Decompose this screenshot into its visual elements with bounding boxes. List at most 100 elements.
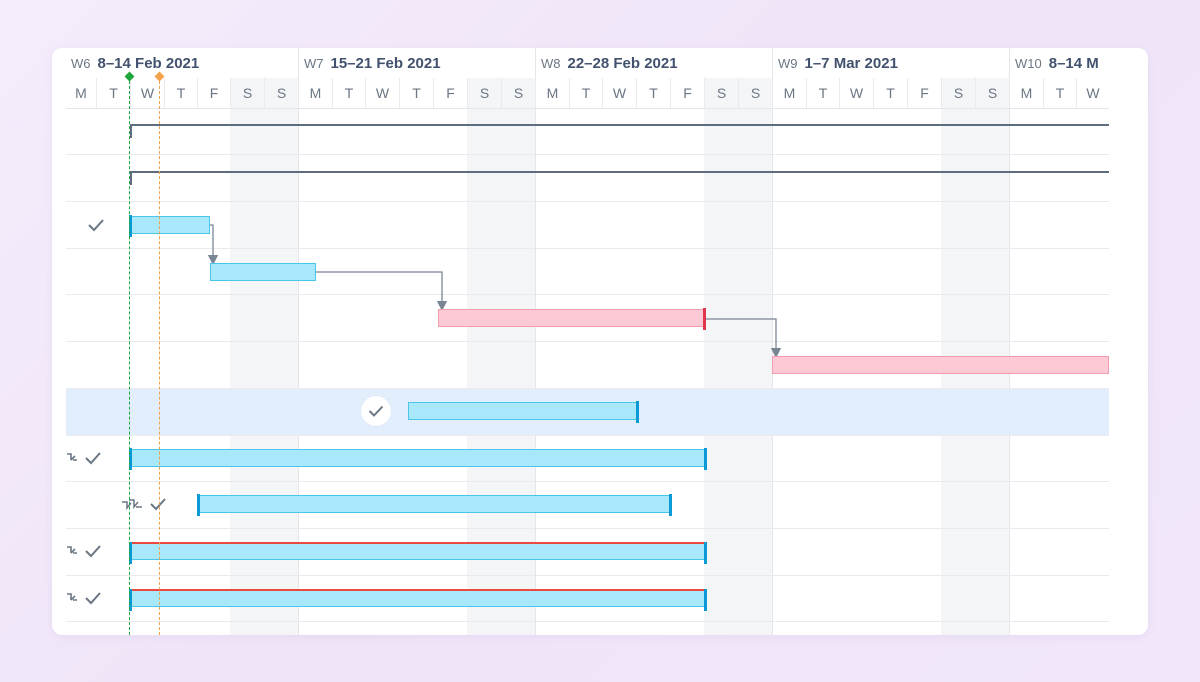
day-label: S — [230, 78, 264, 108]
day-label: S — [975, 78, 1009, 108]
day-label: W — [130, 78, 164, 108]
row-divider — [66, 435, 1109, 436]
day-label: S — [467, 78, 501, 108]
dependency-arrow — [207, 224, 219, 266]
bar-end-handle[interactable] — [704, 542, 707, 564]
week-header: W6 8–14 Feb 2021 W7 15–21 Feb 2021 W8 22… — [66, 48, 1109, 78]
day-label: F — [907, 78, 941, 108]
row-icons — [66, 447, 102, 469]
day-label: T — [164, 78, 197, 108]
day-label: M — [75, 85, 87, 101]
row-divider — [66, 201, 1109, 202]
task-bar-critical[interactable] — [129, 542, 707, 564]
week-number: W7 — [304, 55, 324, 71]
task-bar-late[interactable] — [438, 308, 706, 330]
day-label: T — [399, 78, 433, 108]
task-bar[interactable] — [408, 401, 639, 423]
day-label: W — [839, 78, 873, 108]
row-divider — [66, 481, 1109, 482]
week-separator — [535, 78, 536, 635]
row-divider — [66, 528, 1109, 529]
check-icon[interactable] — [84, 591, 102, 605]
summary-bar[interactable] — [130, 171, 1109, 173]
task-bar-late[interactable] — [772, 356, 1109, 374]
bar-end-handle[interactable] — [704, 589, 707, 611]
gantt-card: W6 8–14 Feb 2021 W7 15–21 Feb 2021 W8 22… — [52, 48, 1148, 635]
task-bar-critical[interactable] — [129, 589, 707, 611]
week-range: 15–21 Feb 2021 — [330, 54, 441, 72]
week-header-cell: W6 8–14 Feb 2021 — [66, 48, 298, 78]
check-icon[interactable] — [87, 218, 105, 232]
row-divider — [66, 154, 1109, 155]
check-icon[interactable] — [84, 544, 102, 558]
dependency-connectors — [207, 224, 782, 359]
dependency-arrow — [315, 271, 448, 312]
week-number: W8 — [541, 55, 561, 71]
bar-start-handle[interactable] — [129, 542, 132, 564]
dependency-arrow — [704, 318, 782, 359]
weekend-shade — [704, 78, 772, 635]
day-label: T — [1043, 78, 1076, 108]
summary-start-tick — [130, 171, 132, 185]
day-header: M T W T F S S M T W T F S S M T W T F S … — [66, 78, 1109, 109]
row-icons — [66, 540, 102, 562]
check-icon[interactable] — [149, 497, 167, 511]
link-icon[interactable] — [66, 451, 78, 465]
bar-end-handle[interactable] — [704, 448, 707, 470]
bar-start-handle[interactable] — [129, 448, 132, 470]
marker-line — [159, 76, 160, 635]
week-header-cell: W10 8–14 M — [1009, 48, 1109, 78]
summary-bar[interactable] — [130, 124, 1109, 126]
week-header-cell: W9 1–7 Mar 2021 — [772, 48, 1009, 78]
check-icon[interactable] — [361, 396, 391, 426]
row-divider — [66, 294, 1109, 295]
bar-end-handle[interactable] — [703, 308, 706, 330]
today-line — [129, 76, 130, 635]
day-label: T — [569, 78, 602, 108]
week-range: 8–14 Feb 2021 — [97, 54, 200, 72]
summary-start-tick — [130, 124, 132, 138]
gantt-chart: W6 8–14 Feb 2021 W7 15–21 Feb 2021 W8 22… — [66, 48, 1109, 635]
task-bar[interactable] — [197, 494, 672, 516]
row-divider — [66, 248, 1109, 249]
bar-start-handle[interactable] — [129, 589, 132, 611]
bar-end-handle[interactable] — [669, 494, 672, 516]
row-divider — [66, 621, 1109, 622]
day-label: T — [96, 78, 130, 108]
task-bar[interactable] — [129, 215, 210, 237]
day-label: T — [873, 78, 907, 108]
day-label: F — [670, 78, 704, 108]
day-label: M — [535, 78, 569, 108]
row-divider — [66, 575, 1109, 576]
day-label: T — [332, 78, 365, 108]
day-label: S — [501, 78, 535, 108]
bar-end-handle[interactable] — [636, 401, 639, 423]
week-range: 1–7 Mar 2021 — [804, 54, 898, 72]
row-icons — [87, 214, 105, 236]
day-label: T — [806, 78, 839, 108]
week-number: W6 — [71, 55, 91, 71]
day-label: M — [298, 78, 332, 108]
task-bar[interactable] — [210, 263, 316, 281]
double-link-icon[interactable] — [121, 497, 143, 511]
week-number: W10 — [1015, 55, 1042, 71]
week-number: W9 — [778, 55, 798, 71]
link-icon[interactable] — [66, 591, 78, 605]
day-label: W — [602, 78, 636, 108]
day-label: M — [1009, 78, 1043, 108]
link-icon[interactable] — [66, 544, 78, 558]
task-bar[interactable] — [129, 448, 707, 470]
day-label: F — [433, 78, 467, 108]
week-range: 22–28 Feb 2021 — [567, 54, 678, 72]
row-icons — [121, 493, 167, 515]
bar-start-handle[interactable] — [197, 494, 200, 516]
day-label: M — [772, 78, 806, 108]
day-label: W — [1076, 78, 1109, 108]
check-icon[interactable] — [84, 451, 102, 465]
day-label: W — [365, 78, 399, 108]
week-header-cell: W8 22–28 Feb 2021 — [535, 48, 772, 78]
row-divider — [66, 341, 1109, 342]
week-separator — [298, 78, 299, 635]
bar-start-handle[interactable] — [129, 215, 132, 237]
day-label: F — [197, 78, 230, 108]
